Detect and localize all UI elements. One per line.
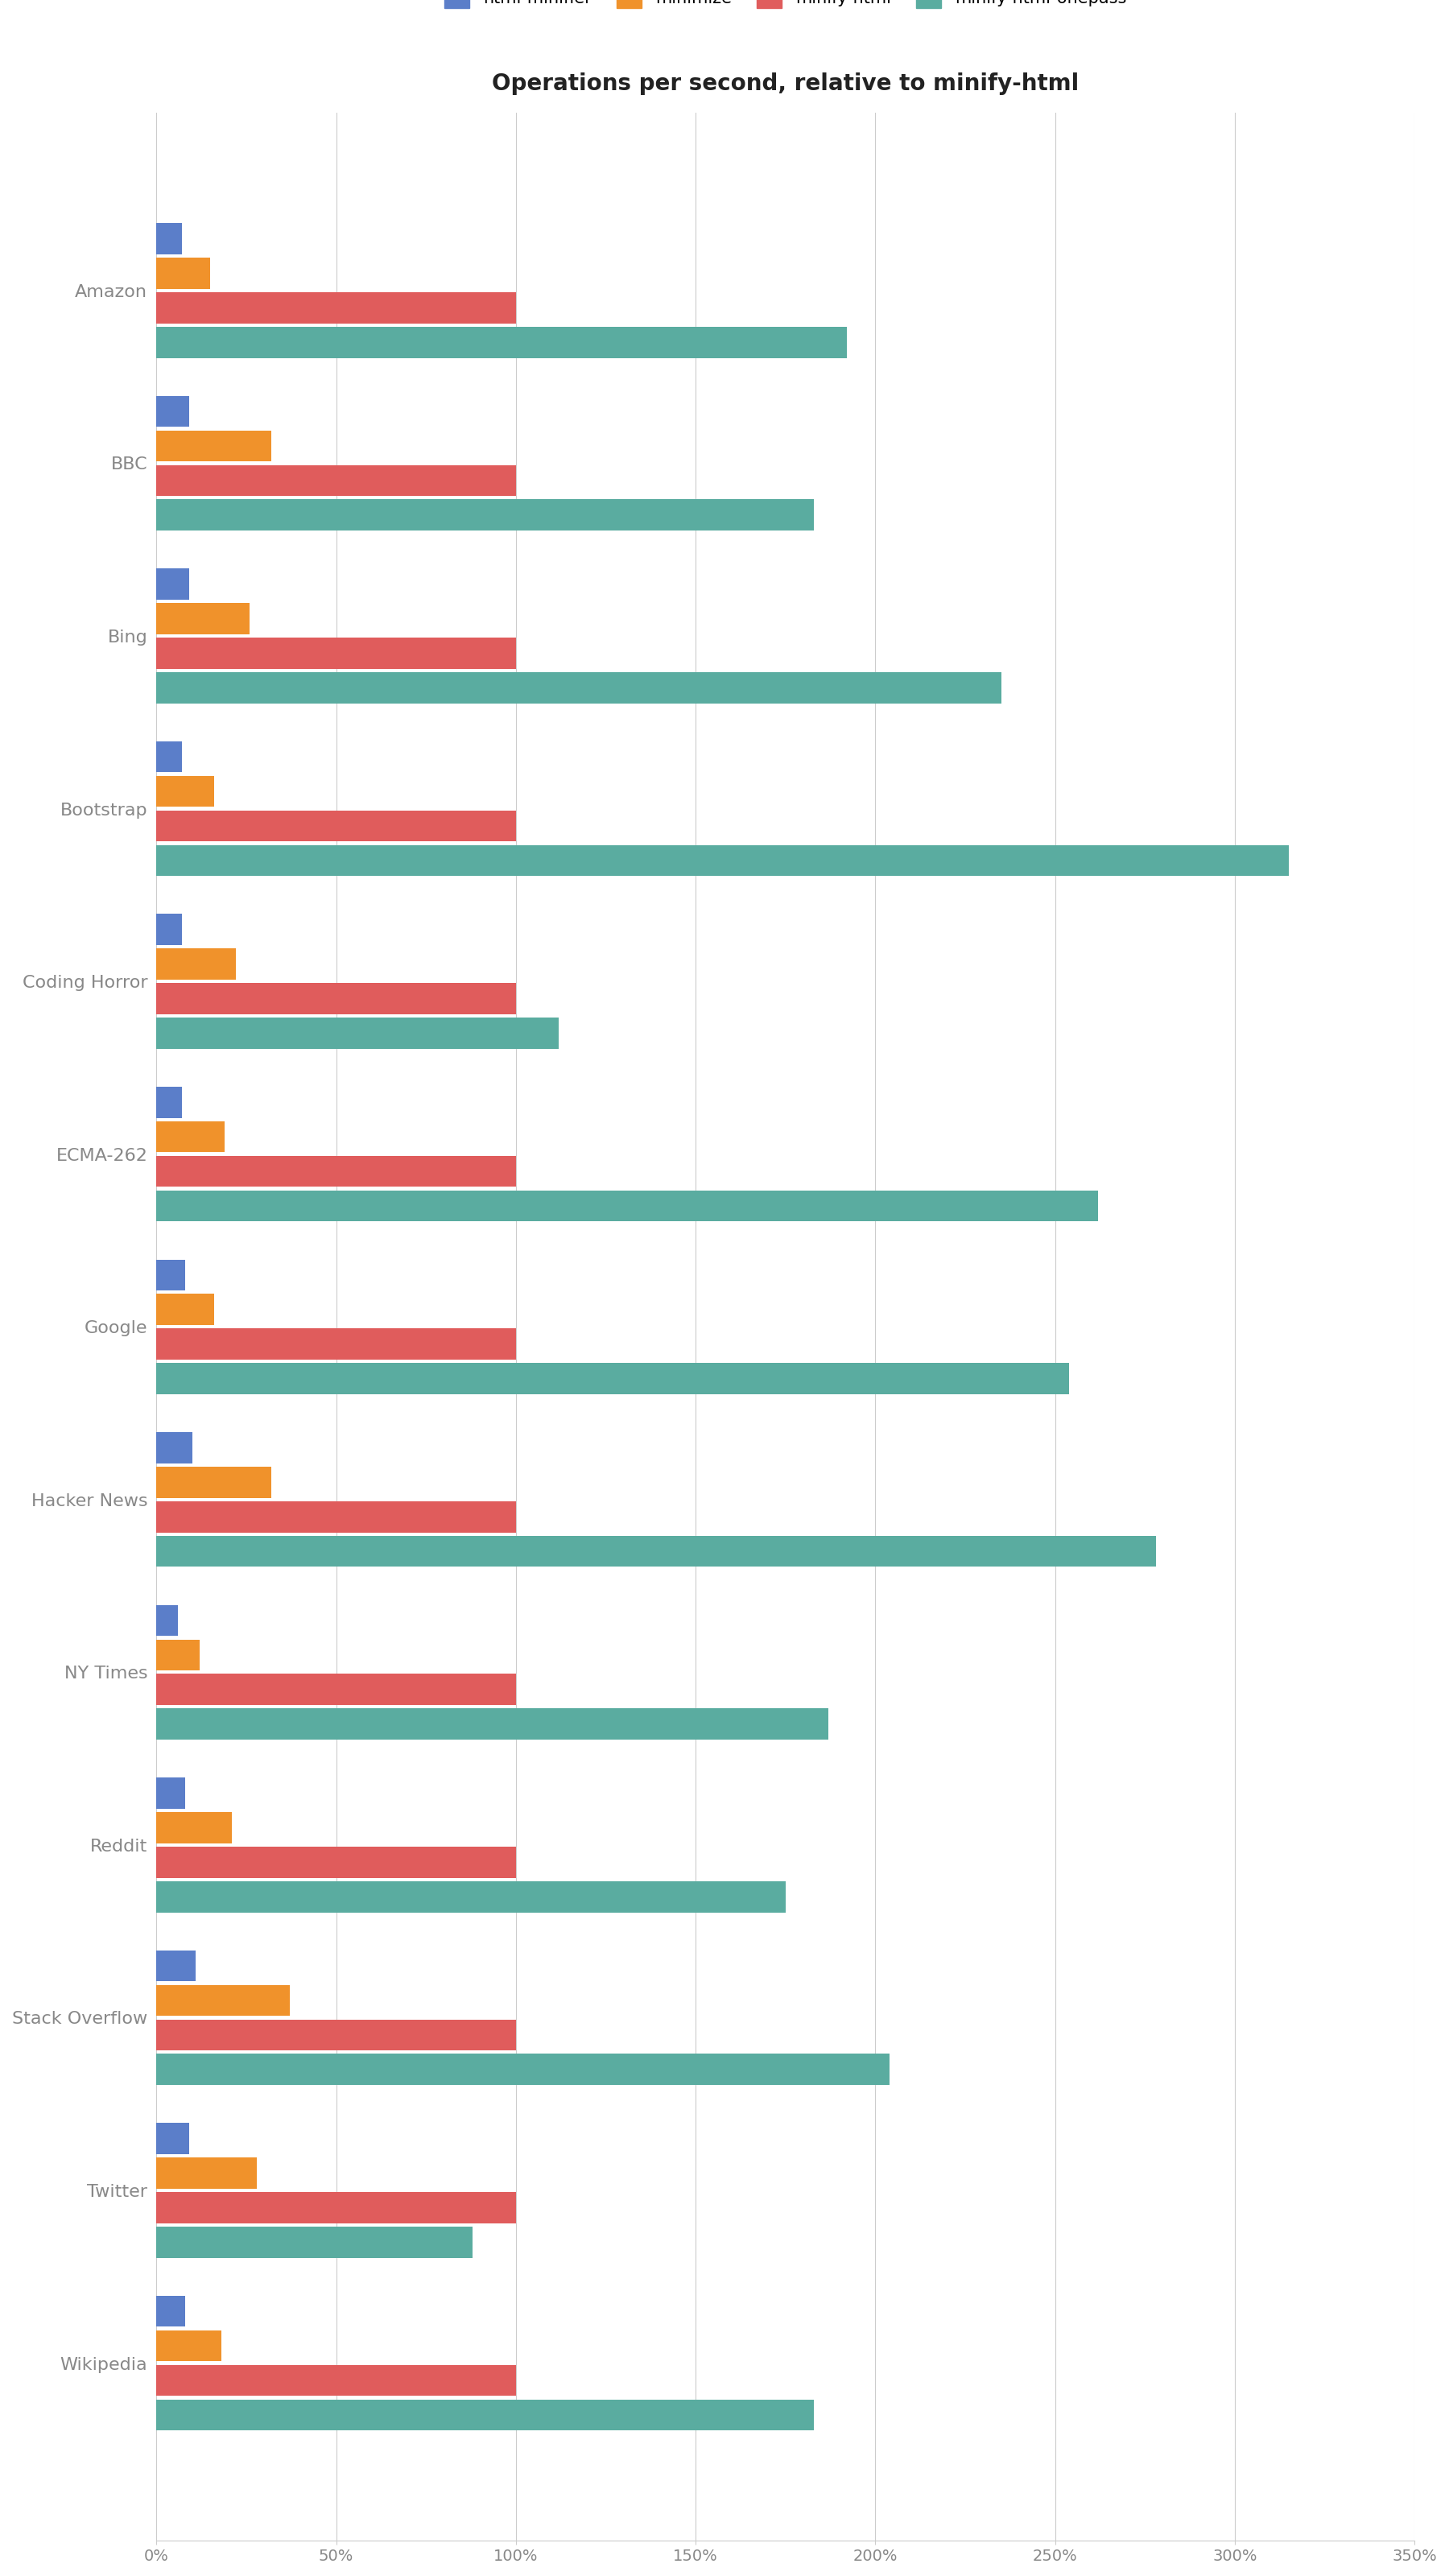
Bar	[156, 291, 516, 325]
Bar	[156, 1432, 193, 1463]
Bar	[156, 1605, 178, 1636]
Bar	[156, 430, 271, 461]
Bar	[156, 1363, 1069, 1394]
Bar	[156, 464, 516, 497]
Bar	[156, 1880, 785, 1911]
Bar	[156, 1708, 829, 1739]
Bar	[156, 569, 188, 600]
Bar	[156, 2331, 222, 2362]
Bar	[156, 639, 516, 670]
Bar	[156, 948, 236, 979]
Bar	[156, 1121, 225, 1151]
Bar	[156, 2020, 516, 2050]
Bar	[156, 2226, 472, 2257]
Bar	[156, 2053, 890, 2084]
Bar	[156, 1535, 1156, 1566]
Title: Operations per second, relative to minify-html: Operations per second, relative to minif…	[493, 72, 1080, 95]
Bar	[156, 1811, 232, 1844]
Bar	[156, 603, 249, 634]
Bar	[156, 1777, 185, 1808]
Bar	[156, 672, 1001, 703]
Bar	[156, 397, 188, 428]
Bar	[156, 1466, 271, 1497]
Bar	[156, 914, 181, 945]
Bar	[156, 1950, 196, 1981]
Bar	[156, 1329, 516, 1360]
Bar	[156, 1674, 516, 1705]
Bar	[156, 2192, 516, 2223]
Legend: html-minifier, minimize, minify-html, minify-html-onepass: html-minifier, minimize, minify-html, mi…	[445, 0, 1127, 8]
Bar	[156, 1157, 516, 1188]
Bar	[156, 224, 181, 255]
Bar	[156, 2159, 256, 2190]
Bar	[156, 2123, 188, 2154]
Bar	[156, 1087, 181, 1118]
Bar	[156, 1986, 290, 2017]
Bar	[156, 2365, 516, 2396]
Bar	[156, 2295, 185, 2326]
Bar	[156, 1190, 1098, 1221]
Bar	[156, 1502, 516, 1533]
Bar	[156, 1260, 185, 1291]
Bar	[156, 1847, 516, 1878]
Bar	[156, 2398, 814, 2429]
Bar	[156, 742, 181, 773]
Bar	[156, 1638, 200, 1669]
Bar	[156, 500, 814, 531]
Bar	[156, 775, 214, 806]
Bar	[156, 327, 846, 358]
Bar	[156, 811, 516, 842]
Bar	[156, 984, 516, 1015]
Bar	[156, 1293, 214, 1324]
Bar	[156, 845, 1288, 876]
Bar	[156, 258, 210, 289]
Bar	[156, 1018, 559, 1048]
